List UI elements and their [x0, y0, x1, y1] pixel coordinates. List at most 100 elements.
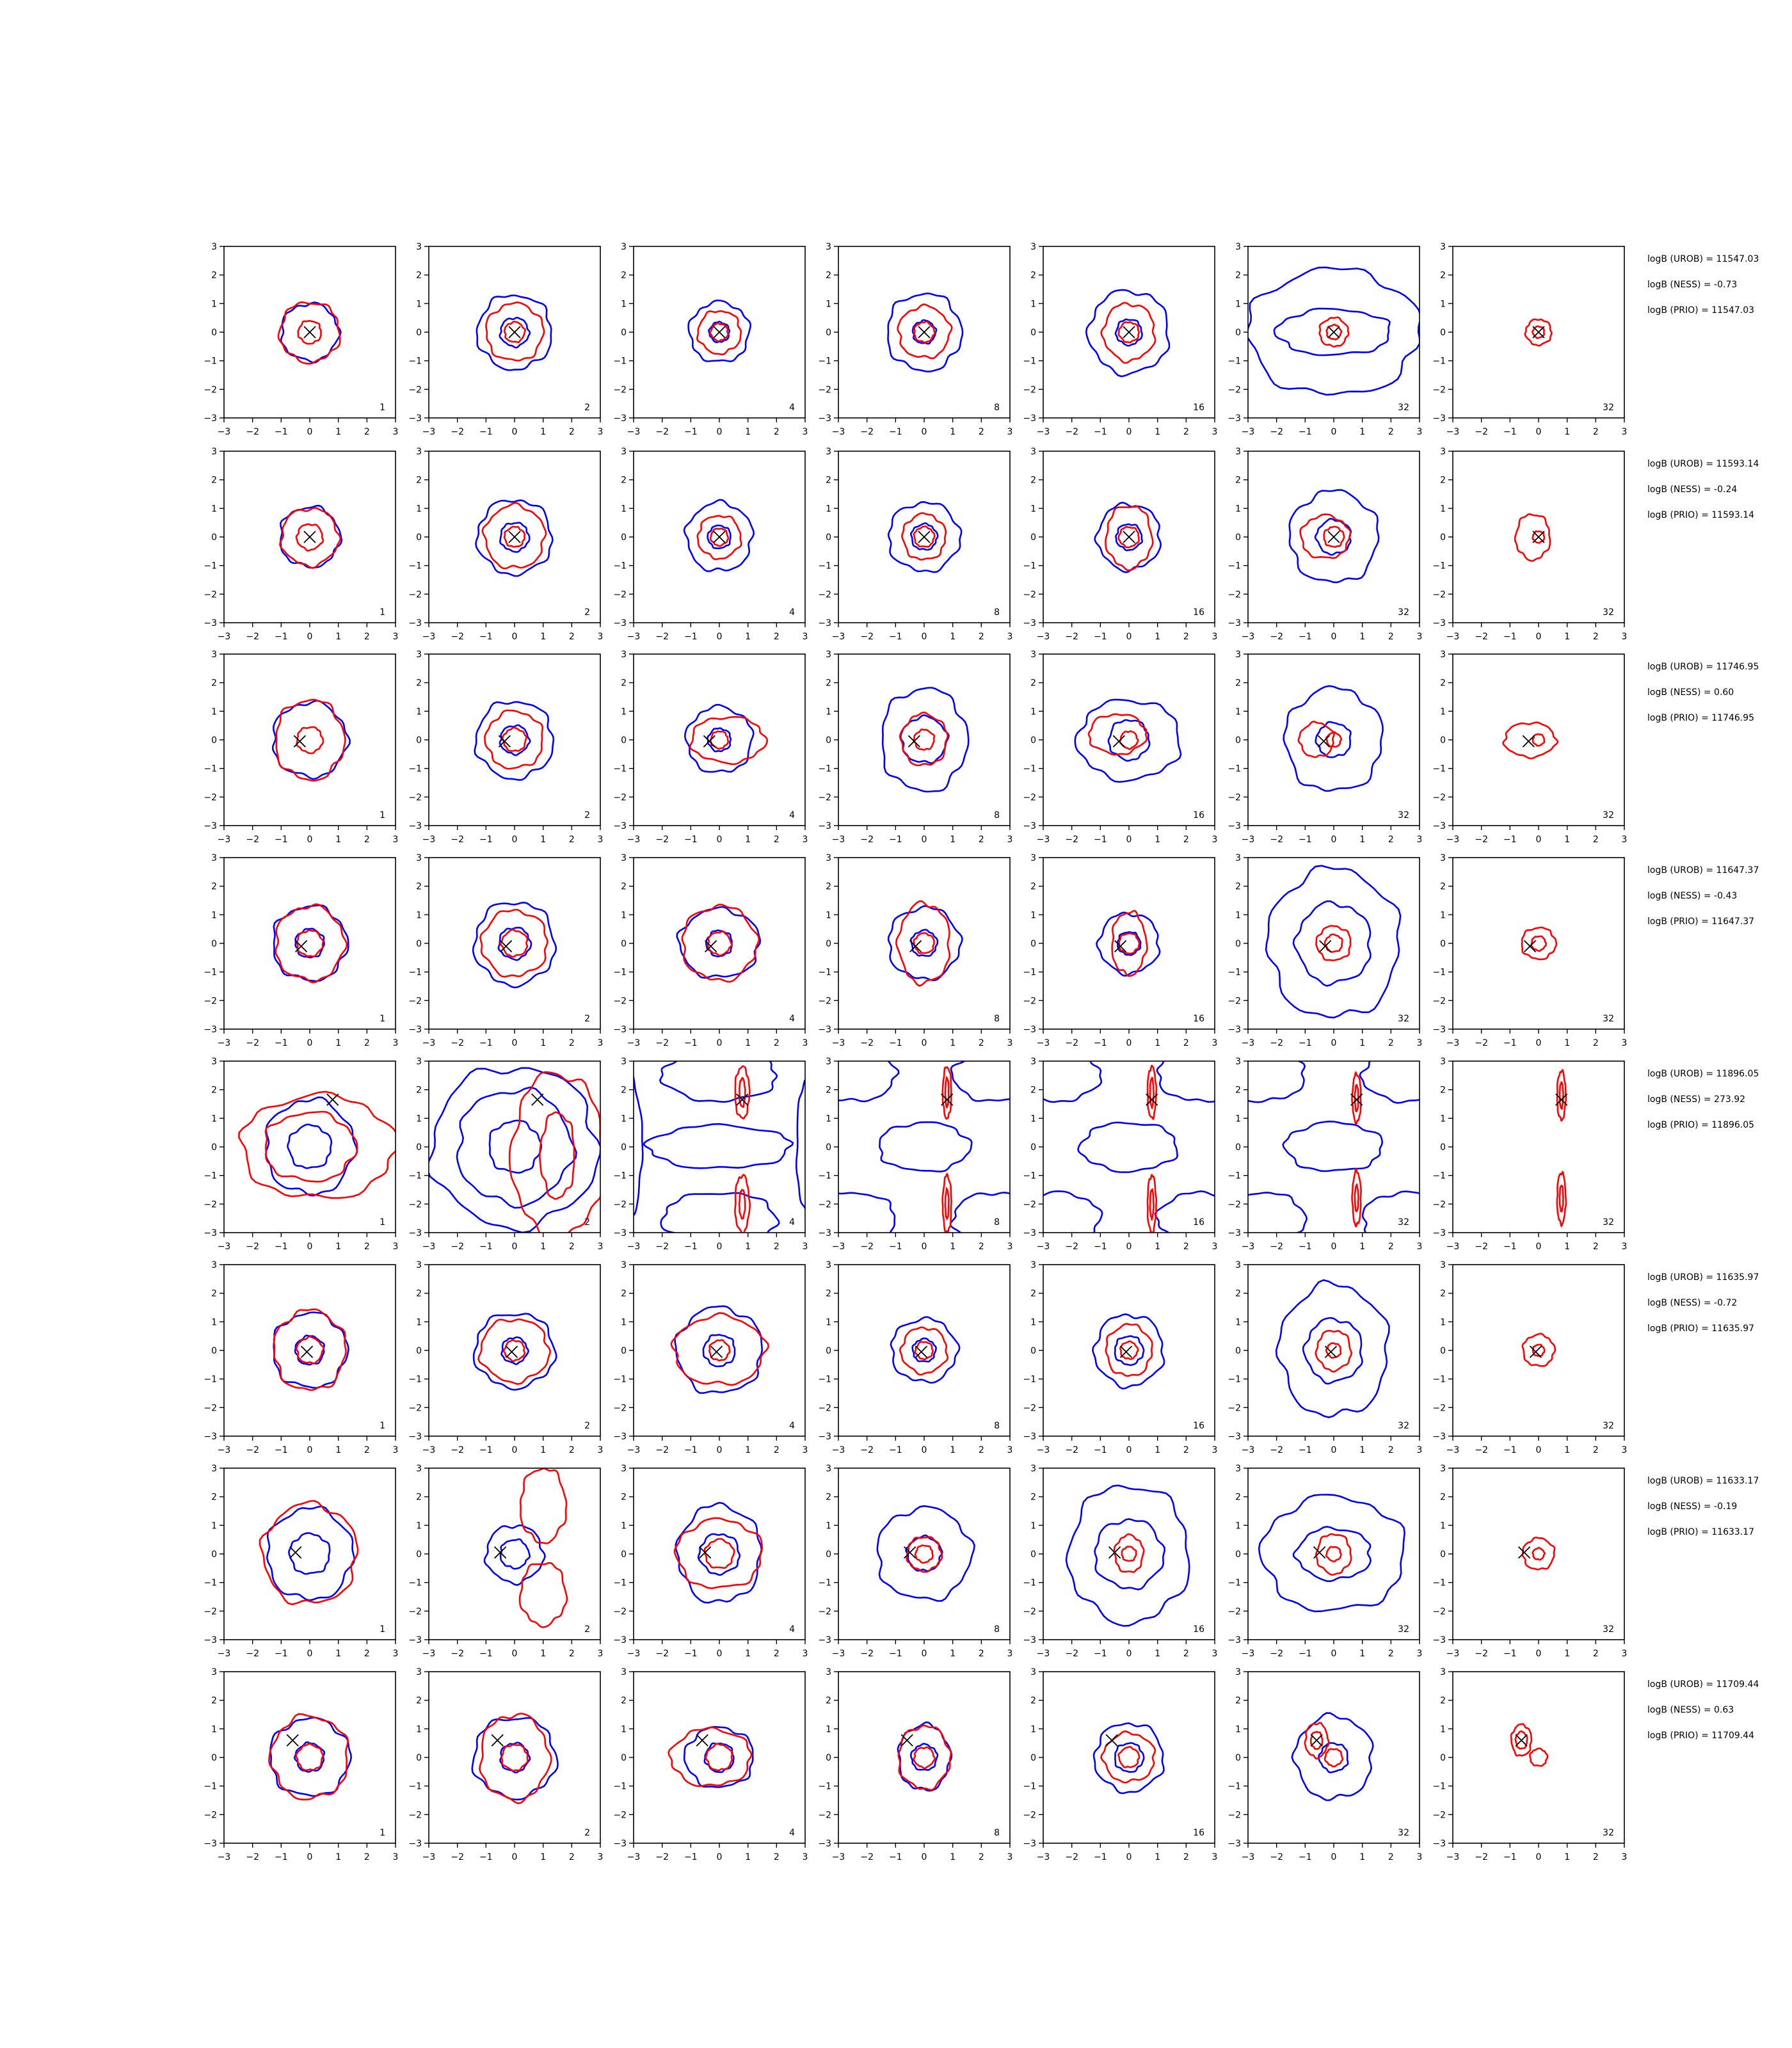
x-tick-label: 3 [1417, 632, 1423, 642]
x-tick-label: −3 [422, 835, 436, 845]
x-tick-label: −3 [1446, 1445, 1460, 1455]
true-value-marker [1119, 1345, 1133, 1358]
x-tick-label: 3 [393, 1242, 399, 1252]
x-tick-label: −3 [1037, 1038, 1050, 1048]
y-tick-label: 1 [621, 504, 627, 514]
x-tick-label: −1 [479, 1242, 493, 1252]
y-tick-label: −2 [408, 385, 422, 395]
blue-contour [456, 1086, 577, 1209]
x-tick-label: −3 [832, 1445, 845, 1455]
x-tick-label: −2 [451, 427, 464, 437]
red-contour [499, 929, 529, 958]
y-tick-label: 2 [1030, 271, 1036, 281]
red-contour [709, 527, 730, 547]
blue-contour [1283, 685, 1384, 792]
x-tick-label: 2 [1388, 835, 1394, 845]
red-contour [944, 1187, 950, 1221]
y-tick-label: 2 [1235, 678, 1241, 689]
y-tick-label: −1 [1023, 1578, 1036, 1588]
x-tick-label: −3 [832, 632, 845, 642]
y-tick-label: 2 [416, 476, 422, 486]
logb-stat-text: logB (UROB) = 11633.17 [1647, 1476, 1759, 1486]
contour-panel: −3−3 −2 −2 −1 −1 0 0 1 1 2 2 3 3 4 [613, 1667, 808, 1862]
x-tick-label: 1 [745, 835, 751, 845]
contour-panel: −3−3 −2 −2 −1 −1 0 0 1 1 2 2 3 3 1 [204, 650, 398, 845]
plot-area [687, 300, 751, 363]
y-tick-label: 2 [416, 1085, 422, 1096]
red-contour [1146, 1064, 1158, 1120]
y-tick-label: −1 [613, 1578, 627, 1588]
red-contour [739, 1077, 746, 1108]
y-tick-label: 3 [1030, 853, 1036, 863]
contour-panel: −3−3 −2 −2 −1 −1 0 0 1 1 2 2 3 3 16 [1023, 1464, 1217, 1659]
blue-contour [280, 301, 342, 364]
panel-label: 32 [1398, 1828, 1409, 1838]
y-tick-label: 0 [1440, 1142, 1446, 1153]
x-tick-label: −2 [1065, 1852, 1078, 1862]
red-contour [477, 1318, 551, 1385]
x-tick-label: −1 [889, 835, 902, 845]
blue-contour [499, 316, 531, 349]
x-tick-label: 2 [1593, 632, 1599, 642]
y-tick-label: 1 [621, 707, 627, 717]
x-tick-label: −3 [832, 1852, 845, 1862]
x-tick-label: 1 [1359, 1649, 1365, 1659]
contour-panel: −3−3 −2 −2 −1 −1 0 0 1 1 2 2 3 3 1 [204, 447, 398, 642]
logb-stat-text: logB (PRIO) = 11547.03 [1647, 305, 1754, 316]
x-tick-label: 1 [540, 427, 546, 437]
plot-area [1096, 909, 1161, 977]
y-tick-label: 0 [1030, 735, 1036, 746]
true-value-marker [703, 735, 716, 748]
x-tick-label: 3 [803, 1445, 808, 1455]
y-tick-label: −2 [613, 1810, 627, 1820]
x-tick-label: −1 [1503, 427, 1517, 437]
y-tick-label: −3 [1228, 1025, 1241, 1035]
y-tick-label: −1 [1432, 561, 1446, 572]
y-tick-label: 0 [826, 532, 831, 543]
blue-contour [266, 1505, 356, 1601]
y-tick-label: 3 [1440, 447, 1446, 457]
y-tick-label: 1 [1235, 1521, 1241, 1531]
contour-panel: −3−3 −2 −2 −1 −1 0 0 1 1 2 2 3 3 32 [1228, 242, 1422, 437]
y-tick-label: 0 [416, 1346, 422, 1356]
panel-label: 2 [584, 1624, 590, 1635]
y-tick-label: 3 [1440, 1464, 1446, 1474]
figure-row: −3−3−2−2−1−1001122331−3−3−2−2−1−10011223… [204, 650, 1759, 845]
red-contour [508, 1071, 600, 1233]
x-tick-label: −1 [1503, 1649, 1517, 1659]
y-tick-label: 3 [621, 242, 627, 252]
y-tick-label: −2 [613, 1606, 627, 1617]
y-tick-label: 1 [1030, 1317, 1036, 1327]
contour-panel: −3−3 −2 −2 −1 −1 0 0 1 1 2 2 3 3 32 [1228, 1464, 1422, 1659]
y-tick-label: 0 [826, 735, 831, 746]
y-tick-label: 0 [1030, 1549, 1036, 1560]
true-value-marker [1350, 1093, 1363, 1106]
x-tick-label: −2 [655, 835, 669, 845]
y-tick-label: −1 [1228, 356, 1241, 367]
x-tick-label: 2 [364, 1445, 370, 1455]
true-value-marker [1123, 326, 1135, 339]
true-value-marker [499, 940, 513, 953]
x-tick-label: 0 [717, 1242, 723, 1252]
red-contour [901, 512, 947, 561]
red-contour [1315, 925, 1352, 961]
y-tick-label: −3 [818, 1635, 831, 1645]
x-tick-label: 0 [922, 1242, 927, 1252]
y-tick-label: 0 [826, 1346, 831, 1356]
panel-label: 32 [1398, 810, 1409, 820]
y-tick-label: 2 [621, 1696, 627, 1706]
y-tick-label: 2 [1440, 678, 1446, 689]
blue-contour [881, 687, 970, 793]
x-tick-label: 1 [1564, 1445, 1570, 1455]
blue-contour [897, 1721, 953, 1792]
x-tick-label: 2 [979, 427, 984, 437]
plot-area [1521, 1332, 1556, 1367]
x-tick-label: 1 [1155, 1649, 1160, 1659]
logb-stat-text: logB (UROB) = 11896.05 [1647, 1069, 1759, 1079]
true-value-marker [1532, 531, 1545, 543]
true-value-marker [1518, 1546, 1531, 1559]
y-tick-label: 1 [826, 1317, 831, 1327]
logb-stat-text: logB (UROB) = 11635.97 [1647, 1272, 1759, 1283]
blue-contour [1248, 1061, 1306, 1103]
x-tick-label: −2 [860, 835, 874, 845]
